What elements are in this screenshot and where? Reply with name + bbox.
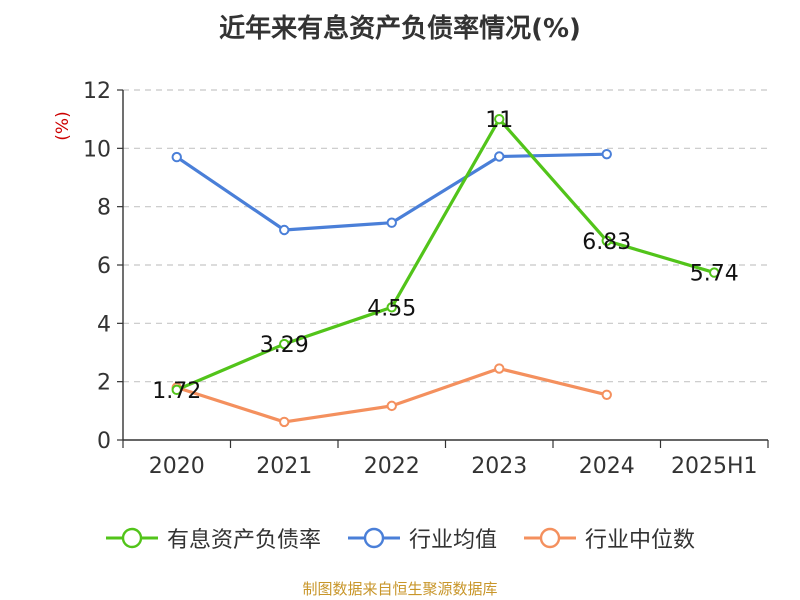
data-point [279, 416, 290, 428]
data-point [601, 148, 612, 160]
legend-label: 行业均值 [408, 528, 497, 553]
source-note: 制图数据来自恒生聚源数据库 [302, 580, 498, 598]
chart-title: 近年来有息资产负债率情况(%) [219, 14, 581, 44]
y-tick-label: 12 [83, 79, 111, 104]
data-point [386, 302, 397, 313]
data-point [386, 400, 397, 412]
x-tick-label: 2024 [579, 454, 635, 479]
legend-line-marker-icon [105, 527, 158, 549]
data-point [279, 224, 290, 236]
data-point [279, 338, 290, 350]
x-tick-label: 2025H1 [671, 454, 758, 479]
x-tick-label: 2020 [149, 454, 205, 479]
data-label: 4.55 [367, 296, 416, 321]
data-labels: 1.72 3.29 4.55 11 6.83 5.74 [152, 108, 738, 404]
data-label: 1.72 [152, 379, 201, 404]
data-point [171, 384, 182, 396]
legend-line-marker-icon [347, 527, 400, 549]
y-tick-label: 8 [97, 196, 111, 221]
data-label: 5.74 [690, 262, 739, 287]
data-label: 6.83 [582, 230, 631, 255]
y-tick-label: 2 [97, 371, 111, 396]
y-tick-label: 0 [97, 429, 111, 454]
y-axis-label: (%) [53, 111, 73, 140]
series-line [176, 117, 715, 392]
data-point [494, 363, 505, 374]
x-tick-label: 2022 [364, 454, 420, 479]
x-tick-label: 2021 [256, 454, 312, 479]
series-line [176, 366, 608, 424]
data-label: 11 [485, 108, 513, 133]
data-point [494, 113, 505, 125]
data-point [601, 389, 612, 400]
data-point [709, 267, 720, 278]
data-label: 3.29 [260, 333, 309, 358]
legend-label: 有息资产负债率 [166, 528, 321, 553]
y-tick-label: 6 [97, 254, 111, 279]
series-lines [171, 113, 720, 428]
y-tick-label: 10 [83, 137, 111, 162]
legend-label: 行业中位数 [585, 528, 696, 553]
legend-item[interactable]: 行业中位数 [523, 522, 695, 554]
y-tick-label: 4 [97, 312, 111, 337]
legend-item[interactable]: 行业均值 [347, 522, 497, 554]
data-point [386, 217, 397, 228]
data-point [601, 235, 612, 246]
data-point [171, 151, 182, 163]
legend-line-marker-icon [524, 527, 576, 549]
legend: 有息资产负债率 行业均值 行业中位数 [0, 520, 800, 556]
x-tick-label: 2023 [471, 454, 527, 479]
axes: 0 2 4 6 8 10 12 2020 2021 2022 2023 2024 2025H1 (%) [53, 79, 769, 479]
legend-item[interactable]: 有息资产负债率 [105, 522, 321, 554]
data-point [494, 151, 505, 162]
grid-lines [123, 89, 768, 383]
